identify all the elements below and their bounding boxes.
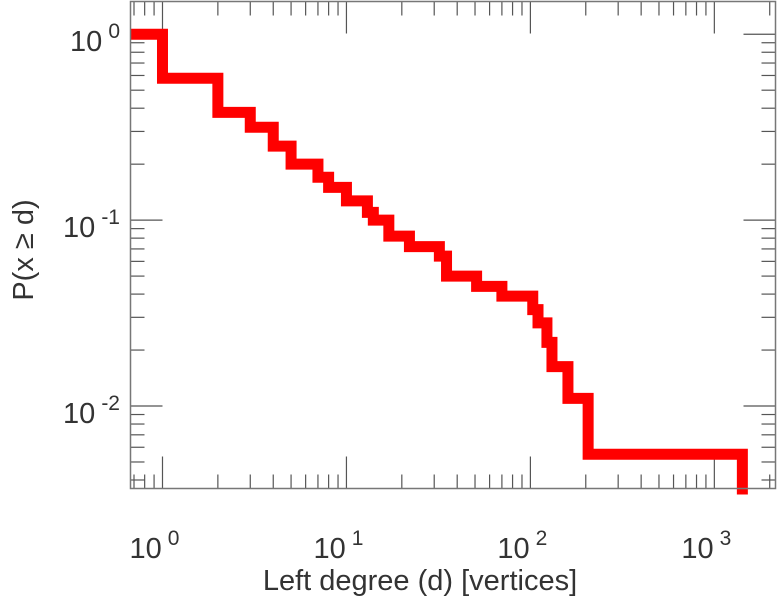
x-tick-label: 10 1 [313,527,363,565]
y-tick-label: 10 -1 [63,206,120,244]
axis-ticks [130,1,776,489]
x-axis-label: Left degree (d) [vertices] [263,565,577,597]
y-tick-label: 10 -2 [63,392,120,430]
y-axis-label: P(x ≥ d) [8,199,40,300]
x-tick-label: 10 3 [681,527,731,565]
x-tick-label: 10 0 [130,527,180,565]
plot-frame [129,0,777,490]
series-line-ccdf [130,28,748,495]
y-tick-label: 10 0 [70,20,120,58]
x-tick-label: 10 2 [497,527,547,565]
x-tick-labels: 10 0 10 1 10 2 10 3 [130,527,732,565]
